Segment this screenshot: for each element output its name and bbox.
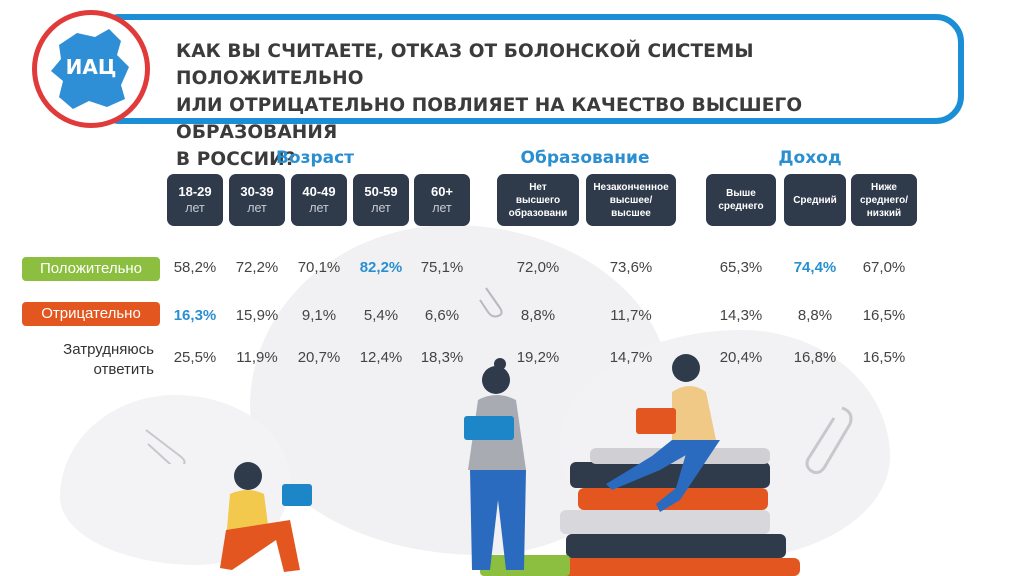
column-header-label: 18-29 [178,184,212,199]
column-header: 50-59 лет [353,174,409,226]
paperclip-icon [805,406,853,475]
column-header-label: 50-59 [364,184,398,199]
table-cell: 67,0% [862,259,906,276]
table-cell: 58,2% [173,259,217,276]
table-cell: 12,4% [359,349,403,366]
group-age: Возраст [275,148,355,168]
column-header-label: 30-39 [240,184,274,199]
table-cell: 72,0% [516,259,560,276]
column-header: Выше среднего [706,174,776,226]
group-income: Доход [778,148,842,168]
paperclip-icon [479,287,503,318]
table-cell: 82,2% [359,259,403,276]
table-cell: 25,5% [173,349,217,366]
column-header-label: 40-49 [302,184,336,199]
column-header-label: Выше среднего [718,188,764,212]
column-header: 40-49 лет [291,174,347,226]
table-cell: 16,3% [173,307,217,324]
row-label: Положительно [22,257,160,281]
table-cell: 20,7% [297,349,341,366]
table-cell: 73,6% [609,259,653,276]
table-cell: 20,4% [719,349,763,366]
table-cell: 16,5% [862,349,906,366]
column-header-unit: лет [371,201,391,215]
column-header: 30-39 лет [229,174,285,226]
column-header-label: Незаконченное высшее/ высшее [593,181,669,219]
table-cell: 75,1% [420,259,464,276]
paperclip-icon [145,429,186,464]
logo-text: ИАЦ [65,55,117,79]
column-header-unit: лет [247,201,267,215]
iac-logo: ИАЦ [32,10,150,128]
column-header: Незаконченное высшее/ высшее [586,174,676,226]
table-cell: 6,6% [424,307,460,324]
row-label: Затрудняюсь ответить [63,341,154,378]
row-label: Отрицательно [22,302,160,326]
column-header: Нет высшего образовани [497,174,579,226]
table-cell: 14,7% [609,349,653,366]
page-title: КАК ВЫ СЧИТАЕТЕ, ОТКАЗ ОТ БОЛОНСКОЙ СИСТ… [176,41,803,170]
table-cell: 19,2% [516,349,560,366]
table-cell: 11,7% [610,307,652,324]
group-education: Образование [520,148,650,168]
table-cell: 65,3% [719,259,763,276]
column-header-label: Средний [793,194,837,206]
title-frame [92,14,964,124]
column-header-unit: лет [185,201,205,215]
table-cell: 11,9% [236,349,278,366]
table-cell: 74,4% [793,259,837,276]
table-cell: 15,9% [235,307,279,324]
table-cell: 5,4% [363,307,399,324]
column-header-label: Ниже среднего/ низкий [859,181,909,219]
table-cell: 8,8% [797,307,833,324]
table-cell: 8,8% [520,307,556,324]
table-cell: 14,3% [719,307,763,324]
table-cell: 18,3% [420,349,464,366]
table-cell: 16,5% [862,307,906,324]
table-cell: 72,2% [235,259,279,276]
column-header-label: Нет высшего образовани [508,181,568,219]
column-header: 60+ лет [414,174,470,226]
column-header: Ниже среднего/ низкий [851,174,917,226]
column-header-unit: лет [432,201,452,215]
column-header-label: 60+ [430,184,454,199]
column-header: 18-29 лет [167,174,223,226]
table-cell: 9,1% [301,307,337,324]
column-header-unit: лет [309,201,329,215]
table-cell: 16,8% [793,349,837,366]
column-header: Средний [784,174,846,226]
table-cell: 70,1% [297,259,341,276]
